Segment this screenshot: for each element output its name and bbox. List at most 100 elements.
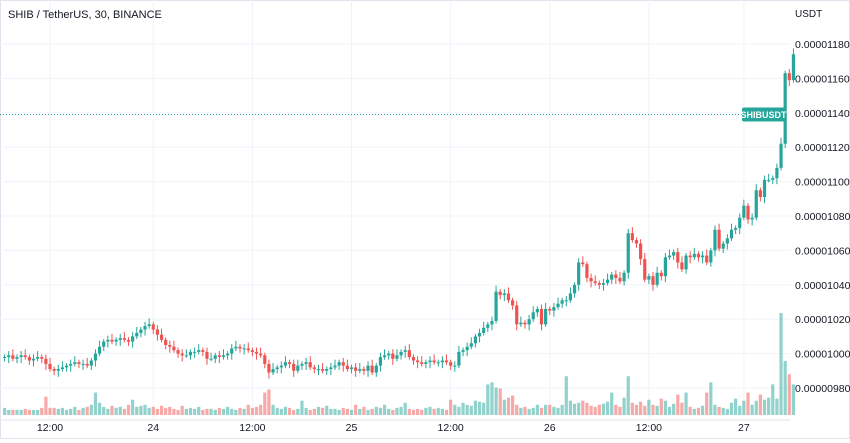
volume-bar — [746, 392, 750, 415]
volume-bar — [64, 409, 69, 415]
volume-bar — [453, 404, 457, 415]
candle-body — [11, 355, 15, 359]
candle — [238, 344, 242, 353]
candle — [659, 270, 663, 281]
candle — [494, 285, 498, 324]
candle-body — [358, 369, 362, 371]
candle-body — [634, 240, 639, 244]
volume-bar — [184, 408, 188, 415]
candle — [531, 306, 535, 322]
volume-bar — [172, 408, 176, 415]
candle-body — [692, 253, 696, 258]
volume-bar — [676, 394, 680, 415]
volume-bar — [238, 407, 242, 415]
candle-body — [106, 339, 110, 342]
candle-body — [519, 322, 523, 325]
candle-body — [486, 324, 490, 328]
time-tick-label: 12:00 — [239, 422, 265, 434]
candle-body — [700, 255, 705, 258]
candle — [312, 364, 316, 374]
candle-body — [354, 367, 358, 371]
candle — [651, 271, 655, 291]
candle — [676, 247, 680, 269]
time-tick-label: 12:00 — [636, 422, 662, 434]
volume-bar — [709, 382, 713, 415]
volume-bar — [593, 406, 597, 415]
volume-bar — [634, 404, 639, 415]
candle — [300, 361, 304, 370]
candle — [118, 333, 122, 346]
volume-bar — [771, 384, 775, 415]
volume-bar — [246, 404, 250, 415]
candle-body — [717, 229, 721, 249]
candle-body — [477, 332, 482, 337]
candle — [639, 239, 643, 266]
volume-bar — [457, 406, 461, 415]
candle — [126, 337, 131, 346]
candle — [308, 356, 312, 370]
candle — [168, 340, 172, 353]
candle — [416, 356, 420, 369]
candle-body — [304, 362, 308, 364]
candle-body — [275, 367, 279, 370]
candle-body — [188, 351, 193, 356]
candle — [544, 302, 548, 327]
candle-body — [382, 355, 387, 358]
volume-bar — [85, 406, 89, 415]
volume-bar — [131, 399, 135, 415]
candle-body — [242, 348, 246, 350]
candle-body — [164, 339, 168, 345]
candle — [52, 366, 56, 376]
candle-body — [684, 255, 688, 270]
volume-bar — [118, 406, 122, 415]
candle — [155, 325, 160, 341]
volume-bar — [69, 408, 73, 415]
volume-bar — [226, 406, 230, 415]
candle — [176, 347, 180, 358]
candle-body — [589, 277, 593, 282]
volume-bar — [601, 403, 606, 415]
volume-bar — [325, 405, 329, 415]
candle — [77, 359, 81, 369]
candle — [473, 333, 478, 348]
candle — [292, 359, 296, 377]
candle-body — [523, 322, 527, 325]
candle-body — [688, 255, 692, 258]
candle-body — [64, 365, 69, 368]
volume-bar — [217, 407, 221, 415]
candle — [366, 361, 370, 377]
price-tick-label: 0.00001120 — [795, 142, 850, 154]
volume-bar — [329, 408, 333, 415]
candle-body — [630, 233, 634, 241]
candle — [725, 234, 729, 250]
candle-body — [746, 205, 750, 220]
candle — [564, 295, 568, 307]
time-tick-label: 26 — [544, 422, 556, 434]
candle-body — [337, 362, 341, 366]
candle — [791, 48, 796, 83]
volume-bar — [469, 405, 473, 415]
volume-bar — [77, 409, 81, 415]
candle-body — [201, 350, 205, 352]
volume-bar — [577, 402, 581, 415]
volume-bar — [589, 405, 593, 415]
candle — [411, 354, 416, 365]
candle — [15, 354, 19, 364]
candle — [688, 251, 692, 264]
candle — [486, 321, 490, 333]
volume-bar — [684, 392, 688, 415]
candle-body — [465, 346, 469, 351]
candle-body — [453, 365, 457, 367]
candle — [767, 173, 771, 183]
candle — [234, 340, 238, 352]
candle — [432, 354, 436, 365]
candle-body — [564, 300, 568, 302]
volume-bar — [647, 399, 651, 415]
volume-bar — [539, 407, 544, 415]
volume-bar — [626, 376, 630, 415]
volume-bar — [213, 409, 217, 415]
candle-body — [597, 283, 601, 285]
candle-body — [585, 264, 589, 278]
